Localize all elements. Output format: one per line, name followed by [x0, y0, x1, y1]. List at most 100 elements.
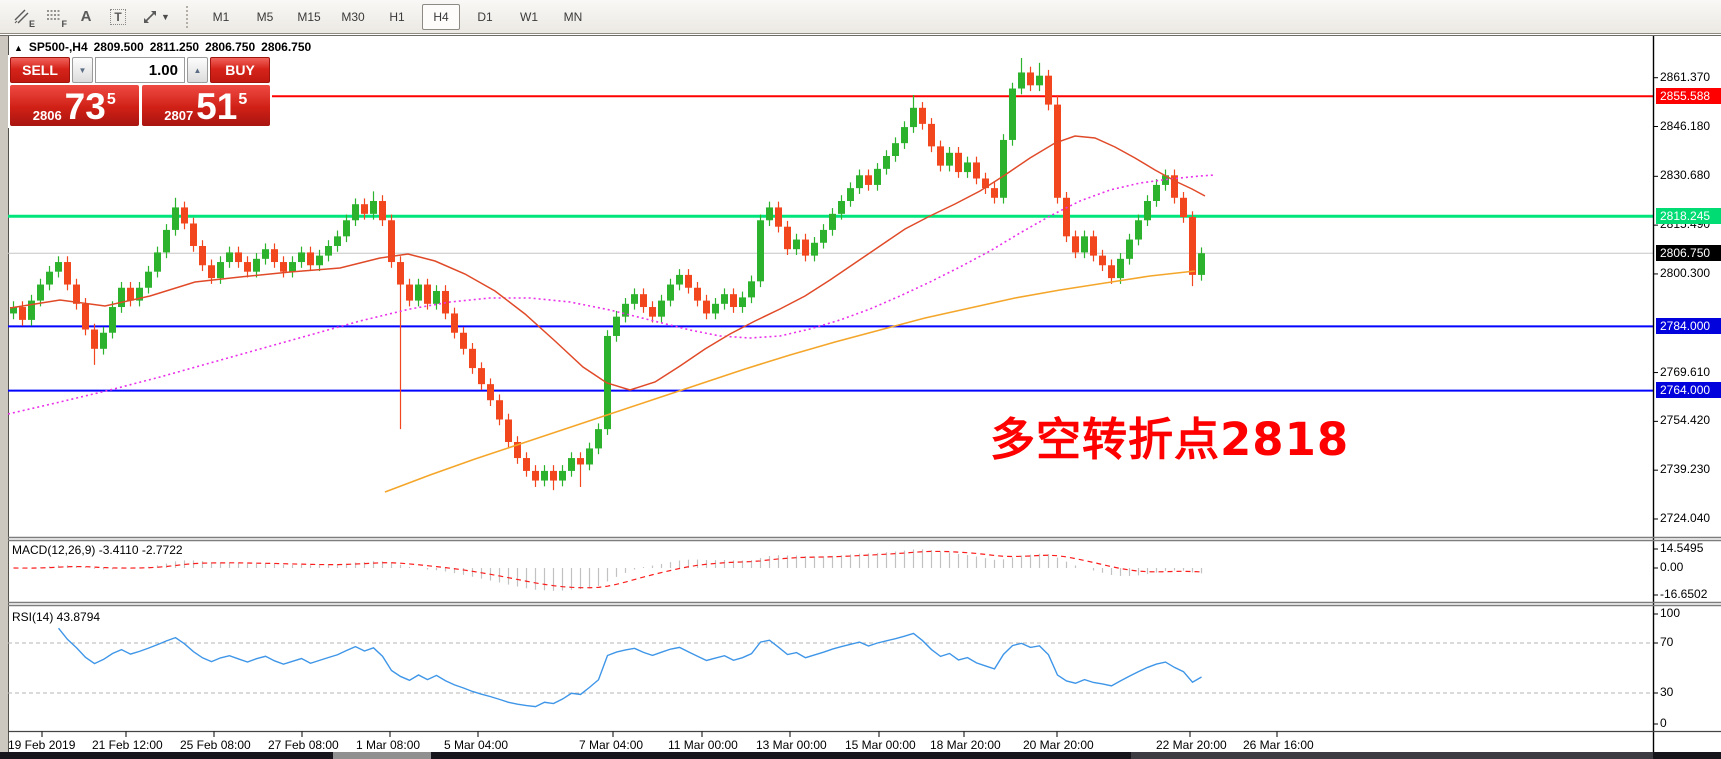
candle-body: [46, 271, 53, 285]
candle-body: [991, 188, 998, 198]
time-axis-label: 11 Mar 00:00: [668, 738, 738, 752]
toolbar-separator: [186, 5, 192, 28]
timeframe-button-h1[interactable]: H1: [389, 9, 405, 24]
candle-body: [532, 470, 539, 481]
timeframe-button-mn[interactable]: MN: [563, 9, 583, 24]
price-axis-label: 2724.040: [1660, 510, 1711, 525]
price-marker-2784.000: 2784.000: [1656, 317, 1721, 334]
sell-price-display[interactable]: 2806 73 5: [10, 85, 139, 126]
timeframe-toolbar: M1 M5 M15 M30 H1 H4 D1 W1 MN: [202, 3, 592, 30]
tool-letter: E: [28, 18, 35, 29]
chart-info-line: ▲ SP500-,H4 2809.500 2811.250 2806.750 2806.7…: [14, 40, 317, 54]
candle-body: [343, 220, 350, 237]
candle-body: [658, 300, 665, 317]
timeframe-button-w1[interactable]: W1: [520, 9, 538, 24]
candle-body: [937, 146, 944, 166]
macd-label: MACD(12,26,9) -3.4110 -2.7722: [12, 543, 183, 557]
timeframe-button-m30[interactable]: M30: [341, 9, 365, 24]
candle-body: [280, 262, 287, 272]
candle-body: [397, 262, 404, 285]
candle-body: [460, 332, 467, 349]
timeframe-button-h4[interactable]: H4: [422, 3, 460, 30]
candle-body: [1153, 184, 1160, 201]
candle-body: [568, 458, 575, 471]
timeframe-button-m1[interactable]: M1: [212, 9, 230, 24]
sell-price-pipette: 5: [106, 91, 116, 108]
candle-body: [820, 229, 827, 243]
candle-body: [496, 400, 503, 420]
candle-body: [37, 284, 44, 301]
candle-body: [127, 287, 134, 301]
candle-body: [946, 152, 953, 166]
text-label-tool[interactable]: A: [70, 4, 102, 30]
candle-body: [469, 348, 476, 369]
price-marker-2818.245: 2818.245: [1656, 207, 1721, 224]
time-axis-label: 13 Mar 00:00: [756, 738, 827, 752]
volume-increase-button[interactable]: ▲: [187, 57, 208, 83]
candle-body: [64, 262, 71, 285]
candle-body: [1009, 88, 1016, 140]
candle-body: [370, 200, 377, 214]
candle-body: [1162, 175, 1169, 185]
candle-body: [136, 287, 143, 301]
candle-body: [622, 303, 629, 317]
candle-body: [1027, 72, 1034, 86]
buy-price-pipette: 5: [238, 91, 248, 108]
candle-body: [55, 262, 62, 272]
candle-body: [982, 178, 989, 189]
candle-body: [505, 419, 512, 442]
candle-body: [433, 290, 440, 304]
time-axis-label: 21 Feb 12:00: [92, 738, 163, 752]
buy-price-display[interactable]: 2807 51 5: [141, 85, 270, 126]
candle-body: [892, 143, 899, 157]
candle-body: [838, 200, 845, 214]
candle-body: [118, 287, 125, 308]
timeframe-button-m15[interactable]: M15: [297, 9, 321, 24]
ma-magenta-line: [7, 174, 1216, 415]
candle-body: [487, 384, 494, 401]
candle-body: [1180, 197, 1187, 218]
candle-body: [1099, 255, 1106, 266]
candle-body: [352, 204, 359, 221]
price-marker-2855.588: 2855.588: [1656, 87, 1721, 104]
bottom-edge-segment: [1131, 752, 1653, 759]
price-axis-label: 2830.680: [1660, 168, 1711, 183]
time-axis-label: 25 Feb 08:00: [180, 738, 251, 752]
equidistant-channel-tool[interactable]: E: [6, 4, 38, 30]
time-axis-label: 18 Mar 20:00: [930, 738, 1001, 752]
volume-input[interactable]: 1.00: [95, 57, 185, 83]
candle-body: [550, 470, 557, 481]
time-axis-label: 5 Mar 04:00: [444, 738, 509, 752]
candle-body: [316, 255, 323, 266]
candle-body: [253, 258, 260, 272]
collapse-triangle-icon[interactable]: ▲: [14, 43, 23, 53]
timeframe-button-m5[interactable]: M5: [256, 9, 274, 24]
candle-body: [541, 470, 548, 481]
open-value: 2809.500: [93, 40, 144, 54]
sell-button[interactable]: SELL: [10, 57, 70, 83]
high-value: 2811.250: [149, 40, 200, 54]
candle-body: [523, 458, 530, 471]
fibonacci-retracement-tool[interactable]: F: [38, 4, 70, 30]
volume-decrease-button[interactable]: ▼: [72, 57, 93, 83]
time-axis-label: 26 Mar 16:00: [1243, 738, 1314, 752]
candle-body: [577, 458, 584, 465]
text-tool[interactable]: T: [102, 4, 134, 30]
buy-button[interactable]: BUY: [210, 57, 270, 83]
candle-body: [145, 271, 152, 288]
price-axis-label: 2800.300: [1660, 265, 1711, 280]
chart-text-annotation: 多空转折点2818: [990, 413, 1350, 466]
timeframe-button-d1[interactable]: D1: [477, 9, 493, 24]
chart-window[interactable]: [0, 35, 1721, 759]
arrows-tool[interactable]: ▼: [134, 4, 178, 30]
price-marker-2806.750: 2806.750: [1656, 244, 1721, 261]
indicator-axis-label: 70: [1660, 635, 1674, 649]
indicator-axis-label: 30: [1660, 685, 1674, 699]
time-axis-label: 1 Mar 08:00: [356, 738, 421, 752]
candle-body: [964, 162, 971, 173]
candle-body: [379, 200, 386, 221]
candle-body: [640, 294, 647, 308]
candle-body: [19, 307, 26, 320]
candle-body: [1189, 217, 1196, 275]
